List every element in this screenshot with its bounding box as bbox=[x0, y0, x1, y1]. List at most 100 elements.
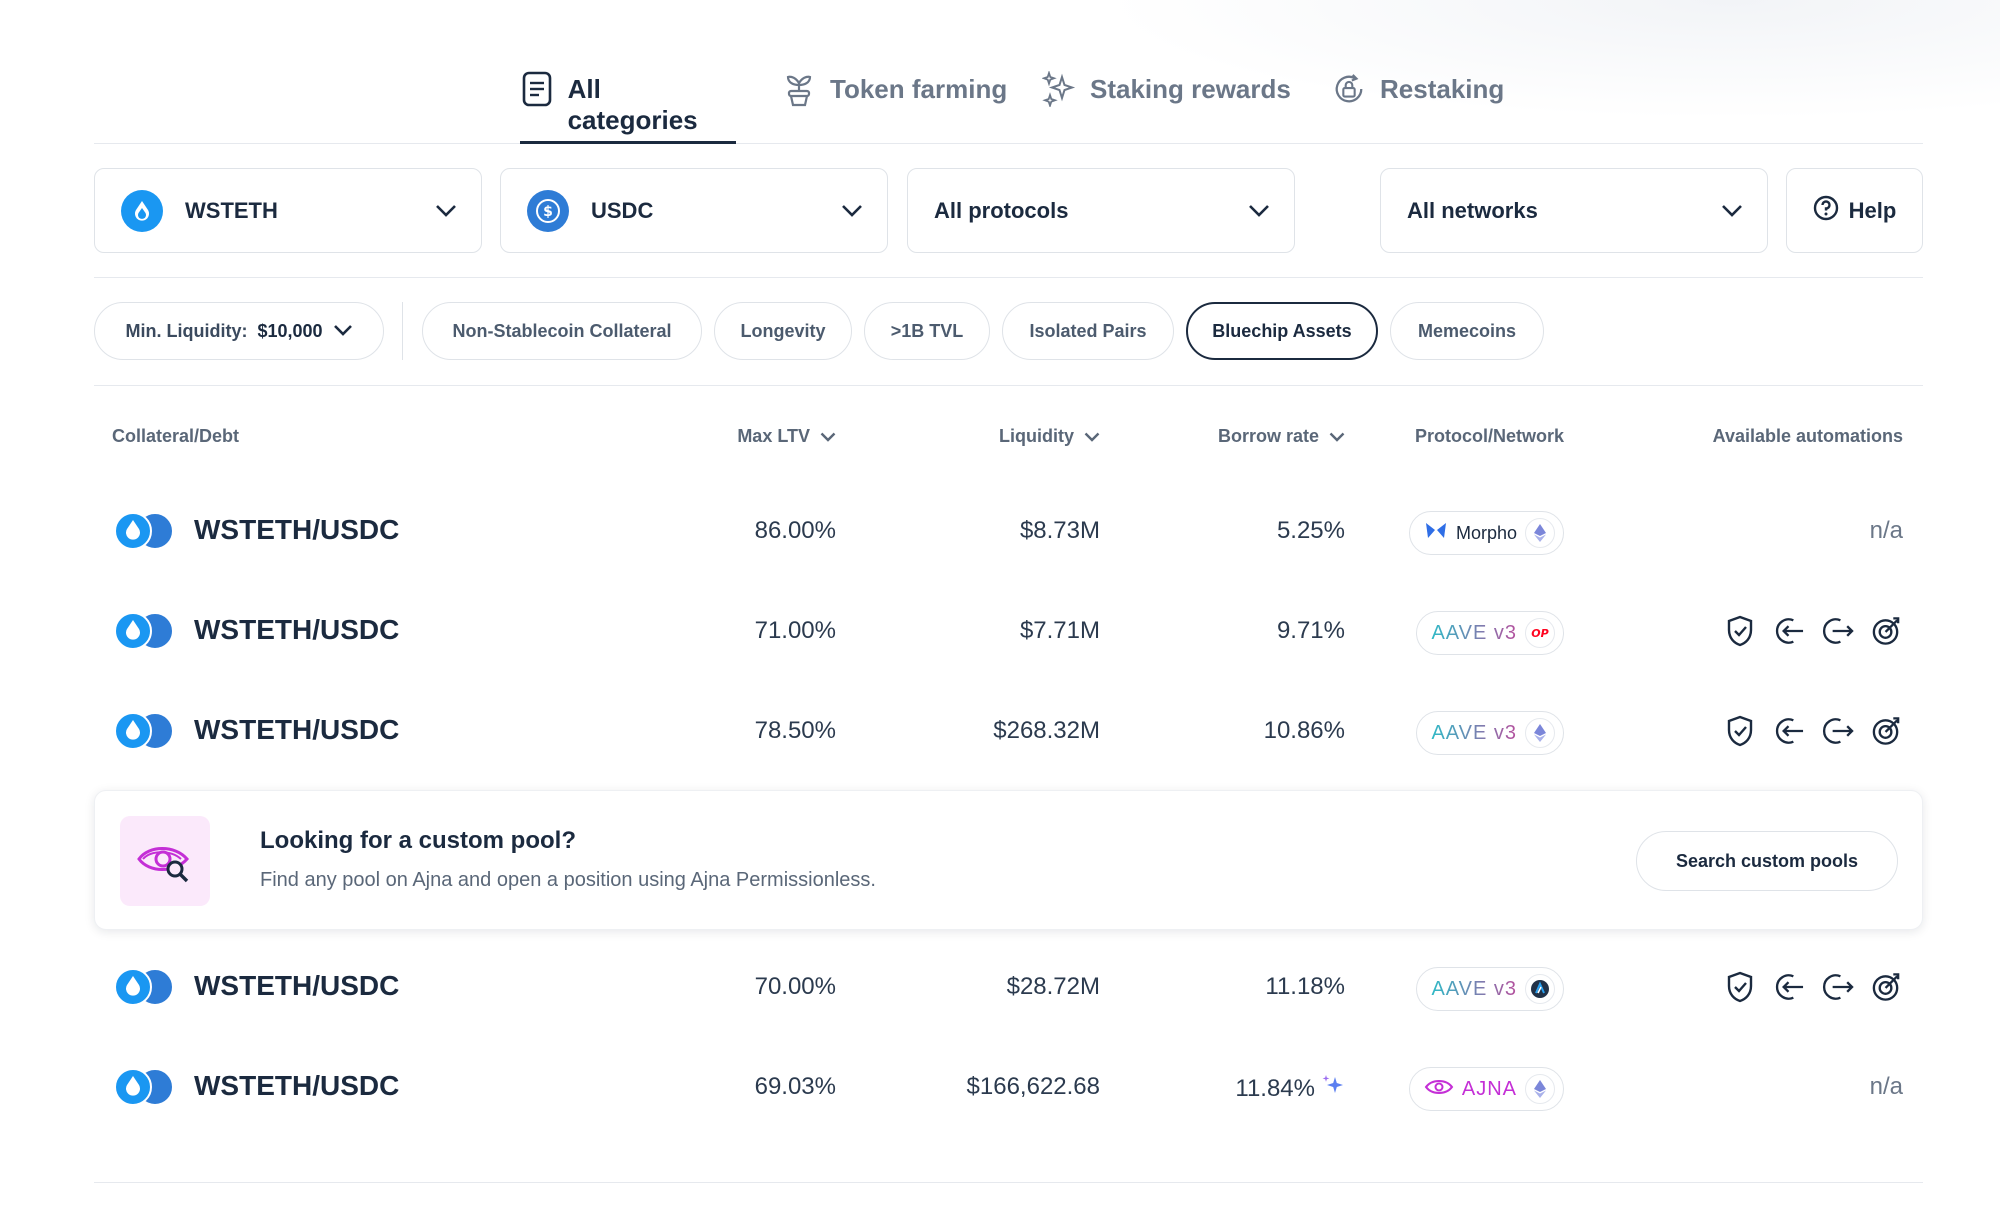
max-ltv-value: 70.00% bbox=[754, 973, 836, 1000]
header-liquidity[interactable]: Liquidity bbox=[999, 426, 1100, 447]
search-custom-pools-button[interactable]: Search custom pools bbox=[1636, 831, 1898, 891]
table-row[interactable]: WSTETH/USDC 70.00% $28.72M 11.18% AAVE v… bbox=[94, 938, 1923, 1038]
lock-refresh-icon bbox=[1332, 70, 1366, 108]
table-row[interactable]: WSTETH/USDC 71.00% $7.71M 9.71% AAVE v3 … bbox=[94, 582, 1923, 682]
protocol-badge: AAVE v3 bbox=[1416, 711, 1564, 755]
header-available-automations: Available automations bbox=[1713, 426, 1903, 447]
borrow-rate-text: 11.84% bbox=[1235, 1074, 1315, 1102]
chip-memecoins[interactable]: Memecoins bbox=[1390, 302, 1544, 360]
take-profit-target-icon[interactable] bbox=[1870, 968, 1903, 1006]
automations-list bbox=[1723, 712, 1903, 750]
header-label: Collateral/Debt bbox=[112, 426, 240, 446]
borrow-rate-text: 10.86% bbox=[1263, 717, 1345, 744]
auto-sell-icon[interactable] bbox=[1821, 612, 1854, 650]
max-ltv-value: 71.00% bbox=[754, 617, 836, 644]
header-protocol-network: Protocol/Network bbox=[1415, 426, 1564, 447]
chevron-down-icon bbox=[820, 426, 836, 447]
pair-name: WSTETH/USDC bbox=[194, 714, 400, 745]
header-label: Available automations bbox=[1712, 426, 1903, 446]
ajna-logo: AJNA bbox=[1461, 1077, 1517, 1100]
auto-sell-icon[interactable] bbox=[1821, 712, 1854, 750]
chip-label: Non-Stablecoin Collateral bbox=[452, 320, 672, 341]
max-ltv-value: 69.03% bbox=[754, 1073, 836, 1100]
help-label: Help bbox=[1848, 197, 1897, 223]
header-borrow-rate[interactable]: Borrow rate bbox=[1218, 426, 1345, 447]
pair-icons bbox=[114, 712, 176, 752]
custom-pool-banner: Looking for a custom pool? Find any pool… bbox=[94, 790, 1923, 930]
wsteth-icon bbox=[114, 968, 152, 1006]
tab-restaking[interactable]: Restaking bbox=[1332, 74, 1504, 144]
wsteth-icon bbox=[121, 189, 163, 232]
protocol-badge: AAVE v3 bbox=[1416, 967, 1564, 1011]
tab-label: Staking rewards bbox=[1090, 74, 1291, 104]
tab-all-categories[interactable]: All categories bbox=[520, 71, 736, 144]
wsteth-icon bbox=[114, 512, 152, 550]
stop-loss-shield-icon[interactable] bbox=[1723, 968, 1756, 1006]
tab-staking-rewards[interactable]: Staking rewards bbox=[1042, 71, 1291, 144]
take-profit-target-icon[interactable] bbox=[1870, 712, 1903, 750]
banner-title: Looking for a custom pool? bbox=[260, 827, 576, 854]
stop-loss-shield-icon[interactable] bbox=[1723, 612, 1756, 650]
sparkles-icon bbox=[1042, 70, 1076, 108]
usdc-icon: $ bbox=[527, 189, 569, 232]
protocols-select[interactable]: All protocols bbox=[907, 168, 1295, 253]
protocols-value: All protocols bbox=[934, 197, 1069, 223]
take-profit-target-icon[interactable] bbox=[1870, 612, 1903, 650]
stop-loss-shield-icon[interactable] bbox=[1723, 712, 1756, 750]
header-label: Protocol/Network bbox=[1414, 426, 1564, 446]
header-label: Liquidity bbox=[999, 426, 1074, 446]
table-row[interactable]: WSTETH/USDC 86.00% $8.73M 5.25% Morpho n… bbox=[94, 482, 1923, 582]
liquidity-value: $7.71M bbox=[1019, 617, 1100, 644]
pair-name: WSTETH/USDC bbox=[194, 970, 400, 1001]
help-button[interactable]: Help bbox=[1786, 168, 1923, 253]
chip-bluechip-assets[interactable]: Bluechip Assets bbox=[1186, 302, 1378, 360]
morpho-logo bbox=[1424, 521, 1448, 546]
chip-longevity[interactable]: Longevity bbox=[714, 302, 852, 360]
automations-na: n/a bbox=[1869, 1073, 1903, 1100]
automations-list bbox=[1723, 612, 1903, 650]
protocol-name: Morpho bbox=[1455, 522, 1517, 543]
borrow-rate-value: 11.18% bbox=[1265, 973, 1345, 1001]
tab-token-farming[interactable]: Token farming bbox=[782, 74, 1007, 144]
min-liquidity-dropdown[interactable]: Min. Liquidity: $10,000 bbox=[94, 302, 384, 360]
arbitrum-icon bbox=[1525, 974, 1555, 1004]
debt-value: USDC bbox=[591, 197, 654, 223]
auto-buy-icon[interactable] bbox=[1772, 968, 1805, 1006]
networks-select[interactable]: All networks bbox=[1380, 168, 1768, 253]
table-row[interactable]: WSTETH/USDC 78.50% $268.32M 10.86% AAVE … bbox=[94, 682, 1923, 782]
borrow-rate-text: 11.18% bbox=[1265, 973, 1345, 1000]
chip-divider bbox=[402, 302, 403, 360]
protocol-badge: AJNA bbox=[1408, 1067, 1564, 1111]
sparkles-icon bbox=[1321, 1073, 1345, 1104]
debt-select[interactable]: $ USDC bbox=[500, 168, 888, 253]
header-max-ltv[interactable]: Max LTV bbox=[737, 426, 836, 447]
protocol-badge: AAVE v3 OP bbox=[1416, 611, 1564, 655]
chip-label: >1B TVL bbox=[890, 320, 964, 341]
min-liquidity-value: $10,000 bbox=[257, 320, 323, 341]
header-collateral-debt: Collateral/Debt bbox=[112, 426, 239, 447]
borrow-rate-text: 9.71% bbox=[1276, 617, 1345, 644]
banner-description: Find any pool on Ajna and open a positio… bbox=[260, 869, 876, 891]
auto-buy-icon[interactable] bbox=[1772, 612, 1805, 650]
automations-na: n/a bbox=[1869, 517, 1903, 544]
chip-label: Memecoins bbox=[1417, 320, 1517, 341]
borrow-rate-value: 9.71% bbox=[1277, 617, 1345, 645]
ethereum-icon bbox=[1525, 718, 1555, 748]
liquidity-value: $28.72M bbox=[1006, 973, 1100, 1000]
borrow-rate-value: 11.84% bbox=[1235, 1073, 1345, 1104]
table-row[interactable]: WSTETH/USDC 69.03% $166,622.68 11.84% AJ… bbox=[94, 1038, 1923, 1138]
auto-sell-icon[interactable] bbox=[1821, 968, 1854, 1006]
pair-icons bbox=[114, 1068, 176, 1108]
collateral-select[interactable]: WSTETH bbox=[94, 168, 482, 253]
help-circle-icon bbox=[1813, 195, 1839, 227]
chip-non-stablecoin-collateral[interactable]: Non-Stablecoin Collateral bbox=[422, 302, 702, 360]
liquidity-value: $8.73M bbox=[1019, 517, 1100, 544]
pair-icons bbox=[114, 512, 176, 552]
chip-1b-tvl[interactable]: >1B TVL bbox=[864, 302, 990, 360]
wsteth-icon bbox=[114, 1068, 152, 1106]
collateral-value: WSTETH bbox=[185, 197, 278, 223]
aave-logo: AAVE v3 bbox=[1431, 721, 1517, 744]
auto-buy-icon[interactable] bbox=[1772, 712, 1805, 750]
chip-isolated-pairs[interactable]: Isolated Pairs bbox=[1002, 302, 1174, 360]
protocol-badge: Morpho bbox=[1408, 511, 1564, 555]
